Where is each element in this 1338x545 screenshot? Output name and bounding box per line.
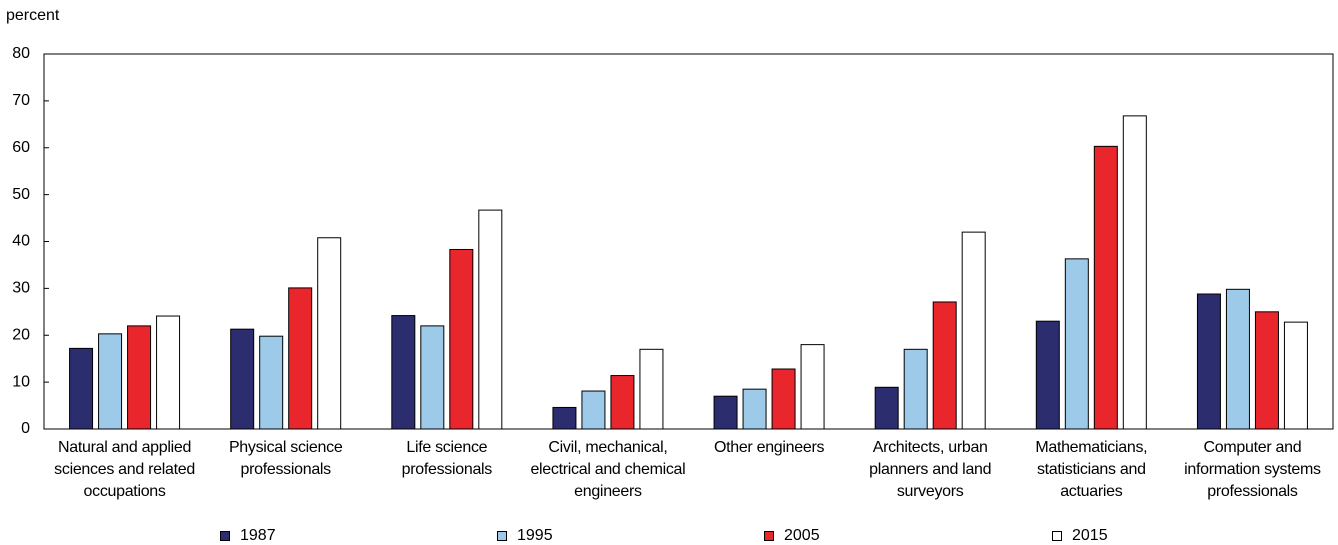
x-tick-label: Mathematicians, statisticians and actuar…	[1035, 439, 1148, 500]
legend-swatch	[764, 531, 774, 541]
legend-label: 1995	[517, 527, 553, 544]
x-tick-label: Computer and information systems profess…	[1184, 439, 1321, 500]
bar	[874, 386, 899, 430]
x-tick-label: Natural and applied sciences and related…	[54, 439, 195, 500]
bar	[1196, 293, 1221, 430]
x-tick-label: Other engineers	[713, 439, 825, 456]
y-tick-label: 20	[12, 326, 30, 343]
bar	[449, 248, 474, 430]
bar	[1064, 258, 1089, 430]
bar	[230, 328, 255, 430]
y-tick-label: 60	[12, 139, 30, 156]
bar	[961, 231, 986, 430]
bar	[903, 348, 928, 430]
bar	[1122, 115, 1147, 430]
bar	[1035, 320, 1060, 430]
legend-item: 1995	[497, 527, 553, 545]
y-tick-label: 40	[12, 233, 30, 250]
legend-swatch	[497, 531, 507, 541]
x-tick-label: Life science professionals	[401, 439, 493, 478]
bar	[771, 368, 796, 430]
legend-item: 2005	[764, 527, 820, 545]
bar	[420, 325, 445, 430]
legend-label: 1987	[240, 527, 276, 544]
bar	[391, 315, 416, 430]
legend-label: 2015	[1072, 527, 1108, 544]
x-tick-label: Architects, urban planners and land surv…	[869, 439, 992, 500]
bar	[156, 315, 181, 430]
y-tick-label: 80	[12, 45, 30, 62]
x-tick-label: Physical science professionals	[228, 439, 343, 478]
bar	[639, 348, 664, 430]
legend-item: 1987	[220, 527, 276, 545]
bar	[581, 390, 606, 430]
bar	[288, 287, 313, 430]
bar	[610, 375, 635, 430]
y-tick-label: 0	[21, 420, 30, 437]
legend-swatch	[220, 531, 230, 541]
bar	[259, 335, 284, 430]
legend-label: 2005	[784, 527, 820, 544]
y-tick-label: 50	[12, 186, 30, 203]
bar	[1225, 288, 1250, 430]
bar	[1093, 145, 1118, 430]
bar	[713, 395, 738, 430]
bar	[552, 406, 577, 430]
bar	[932, 301, 957, 430]
bar	[317, 237, 342, 430]
legend-item: 2015	[1052, 527, 1108, 545]
bar	[800, 344, 825, 430]
bar	[1254, 311, 1279, 430]
legend-swatch	[1052, 531, 1062, 541]
y-axis-label: percent	[6, 7, 60, 24]
bar	[127, 325, 152, 430]
bar	[1283, 321, 1308, 430]
bar	[69, 347, 94, 430]
bar	[742, 388, 767, 430]
y-tick-label: 10	[12, 373, 30, 390]
y-tick-label: 70	[12, 92, 30, 109]
x-tick-label: Civil, mechanical, electrical and chemic…	[530, 439, 686, 500]
y-tick-label: 30	[12, 280, 30, 297]
bar	[98, 333, 123, 430]
bar	[478, 209, 503, 430]
